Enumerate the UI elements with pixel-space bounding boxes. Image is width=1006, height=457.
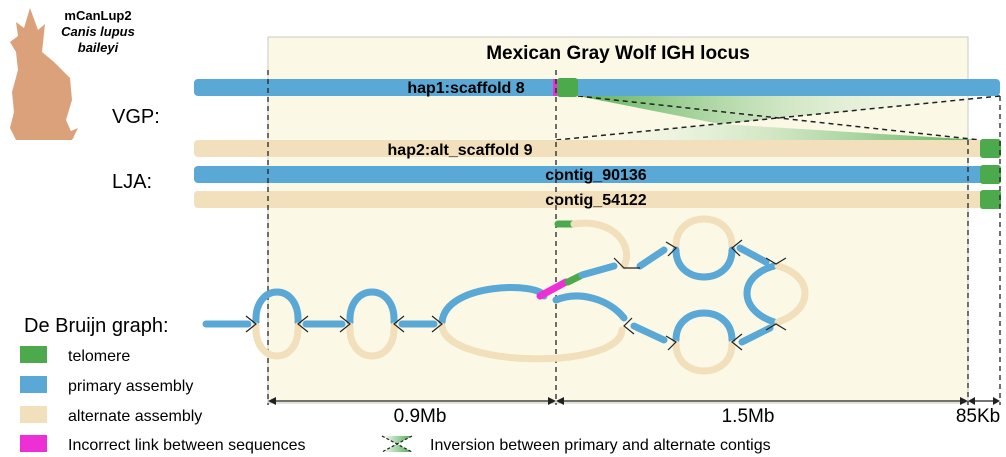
graph-label: De Bruijn graph: xyxy=(24,315,169,337)
hap1-scaffold-bar xyxy=(194,79,1000,96)
legend-inversion-label: Inversion between primary and alternate … xyxy=(430,437,771,454)
scale-label-3: 85Kb xyxy=(956,406,1000,427)
inversion-dashed-line-1 xyxy=(577,95,981,141)
legend-primary-swatch xyxy=(20,376,47,393)
species-code: mCanLup2 xyxy=(64,8,131,23)
inversion-ribbon-upper xyxy=(578,96,1000,124)
contig1-telomere xyxy=(980,165,1001,184)
legend-incorrect-label: Incorrect link between sequences xyxy=(68,437,305,454)
hap2-label: hap2:alt_scaffold 9 xyxy=(388,142,533,159)
legend-primary-label: primary assembly xyxy=(68,378,193,395)
locus-title: Mexican Gray Wolf IGH locus xyxy=(486,43,750,64)
scale-label-2: 1.5Mb xyxy=(722,406,775,427)
legend-telomere-label: telomere xyxy=(68,348,130,365)
legend-inversion-swatch xyxy=(381,435,413,453)
hap1-incorrect-link xyxy=(553,79,557,96)
scale-label-1: 0.9Mb xyxy=(394,406,447,427)
hap2-scaffold-bar xyxy=(194,140,1000,157)
legend-alternate-label: alternate assembly xyxy=(68,408,202,425)
contig2-bar xyxy=(194,191,1000,208)
contig2-telomere xyxy=(980,190,1001,209)
scale-bar xyxy=(268,397,1000,405)
contig1-bar xyxy=(194,166,1000,183)
hap1-telomere xyxy=(557,78,578,97)
legend-telomere-swatch xyxy=(20,346,47,363)
contig1-label: contig_90136 xyxy=(545,167,646,184)
de-bruijn-graph xyxy=(202,215,809,375)
graph-junctions xyxy=(245,239,787,351)
species-subspecies: baileyi xyxy=(78,40,119,55)
legend-incorrect-swatch xyxy=(20,435,47,452)
hap2-telomere xyxy=(980,139,1001,158)
inversion-ribbon-lower xyxy=(556,124,980,140)
species-name: Canis lupus xyxy=(61,24,135,39)
lja-label: LJA: xyxy=(112,171,152,193)
inversion-dashed-line-2 xyxy=(555,95,1001,141)
legend-alternate-swatch xyxy=(20,406,47,423)
vgp-label: VGP: xyxy=(112,106,160,128)
wolf-icon xyxy=(10,8,78,140)
contig2-label: contig_54122 xyxy=(545,192,646,209)
hap1-label: hap1:scaffold 8 xyxy=(407,80,524,97)
